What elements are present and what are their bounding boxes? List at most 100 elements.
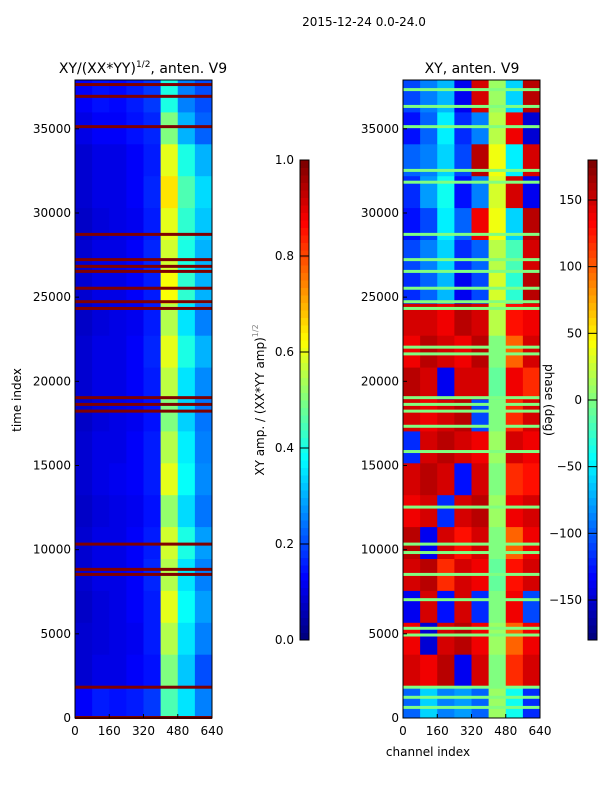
- flagged-row: [403, 300, 540, 304]
- heatmap-cell: [92, 207, 110, 240]
- colorbar-segment: [300, 415, 309, 423]
- colorbar-segment: [300, 272, 309, 281]
- colorbar-segment: [300, 452, 309, 461]
- heatmap-cell: [403, 494, 421, 528]
- heatmap-cell: [143, 239, 162, 272]
- heatmap-cell: [177, 239, 196, 272]
- colorbar-segment: [588, 242, 597, 251]
- heatmap-cell: [109, 686, 127, 719]
- heatmap-cell: [194, 654, 213, 687]
- heatmap-cell: [75, 590, 93, 623]
- colorbar-tick-label: 0.4: [275, 441, 294, 455]
- heatmap-cell: [160, 399, 179, 432]
- flagged-row: [75, 125, 212, 129]
- colorbar-segment: [300, 362, 309, 371]
- flagged-row: [75, 685, 212, 689]
- colorbar-segment: [588, 482, 597, 491]
- heatmap-cell: [160, 622, 179, 655]
- colorbar-segment: [300, 565, 309, 573]
- colorbar-segment: [588, 325, 597, 333]
- heatmap-cell: [471, 430, 490, 464]
- heatmap-cell: [522, 367, 541, 400]
- heatmap-cell: [437, 207, 455, 240]
- heatmap-cell: [109, 143, 127, 177]
- colorbar-segment: [588, 377, 597, 386]
- heatmap-cell: [471, 239, 490, 272]
- colorbar-segment: [300, 527, 309, 536]
- colorbar-segment: [300, 400, 309, 408]
- heatmap-cell: [437, 590, 455, 623]
- heatmap-cell: [177, 175, 196, 209]
- heatmap-cell: [437, 399, 455, 432]
- colorbar-segment: [300, 265, 309, 273]
- colorbar-segment: [300, 197, 309, 206]
- heatmap-cell: [109, 175, 127, 209]
- heatmap-cell: [160, 239, 179, 272]
- heatmap-cell: [160, 430, 179, 464]
- colorbar-segment: [588, 370, 597, 378]
- x-tick-label: 640: [201, 724, 224, 738]
- flagged-row: [403, 168, 540, 172]
- colorbar-segment: [300, 182, 309, 191]
- heatmap-cell: [75, 239, 93, 272]
- heatmap-cell: [194, 462, 213, 496]
- heatmap-cell: [488, 399, 507, 432]
- y-tick-label: 10000: [361, 543, 399, 557]
- colorbar-segment: [588, 542, 597, 551]
- heatmap-cell: [177, 430, 196, 464]
- colorbar-segment: [300, 460, 309, 468]
- colorbar-segment: [300, 317, 309, 326]
- heatmap-cell: [454, 622, 472, 655]
- heatmap-cell: [143, 590, 162, 623]
- colorbar-segment: [300, 445, 309, 453]
- colorbar-segment: [300, 332, 309, 341]
- heatmap-cell: [454, 430, 472, 464]
- heatmap-cell: [471, 303, 490, 336]
- flagged-row: [403, 345, 540, 349]
- colorbar-segment: [300, 385, 309, 393]
- heatmap-cell: [109, 430, 127, 464]
- flagged-row: [403, 286, 540, 290]
- heatmap-cell: [75, 622, 93, 655]
- flagged-row: [75, 567, 212, 571]
- heatmap-cell: [92, 239, 110, 272]
- heatmap-cell: [194, 430, 213, 464]
- heatmap-cell: [126, 175, 144, 209]
- heatmap-cell: [420, 622, 438, 655]
- heatmap-cell: [75, 430, 93, 464]
- heatmap-cell: [126, 367, 144, 400]
- colorbar-segment: [300, 625, 309, 633]
- heatmap-cell: [505, 622, 524, 655]
- heatmap-cell: [488, 143, 507, 177]
- colorbar-segment: [300, 242, 309, 251]
- flagged-row: [403, 695, 540, 699]
- colorbar-segment: [300, 167, 309, 176]
- heatmap-cell: [143, 654, 162, 687]
- y-tick-label: 15000: [361, 458, 399, 472]
- heatmap-cell: [126, 303, 144, 336]
- colorbar-segment: [300, 595, 309, 603]
- colorbar-segment: [300, 632, 309, 641]
- colorbar-segment: [300, 212, 309, 221]
- colorbar-segment: [300, 610, 309, 618]
- colorbar-segment: [588, 452, 597, 461]
- colorbar-segment: [588, 332, 597, 341]
- heatmap-cell: [109, 399, 127, 432]
- colorbar-tick-label: 150: [559, 193, 582, 207]
- colorbar-segment: [300, 325, 309, 333]
- heatmap-cell: [488, 335, 507, 368]
- heatmap-cell: [488, 207, 507, 240]
- heatmap-cell: [437, 80, 455, 113]
- heatmap-cell: [92, 303, 110, 336]
- colorbar-segment: [300, 482, 309, 491]
- colorbar-segment: [588, 467, 597, 476]
- heatmap-cell: [160, 335, 179, 368]
- heatmap-cell: [126, 654, 144, 687]
- colorbar-tick-label: −50: [557, 460, 582, 474]
- amplitude-panel-title: XY/(XX*YY)1/2, anten. V9: [59, 60, 227, 77]
- colorbar-tick-label: 0.8: [275, 249, 294, 263]
- y-tick-label: 5000: [40, 627, 71, 641]
- flagged-row: [75, 542, 212, 546]
- heatmap-cell: [75, 399, 93, 432]
- colorbar-segment: [300, 580, 309, 588]
